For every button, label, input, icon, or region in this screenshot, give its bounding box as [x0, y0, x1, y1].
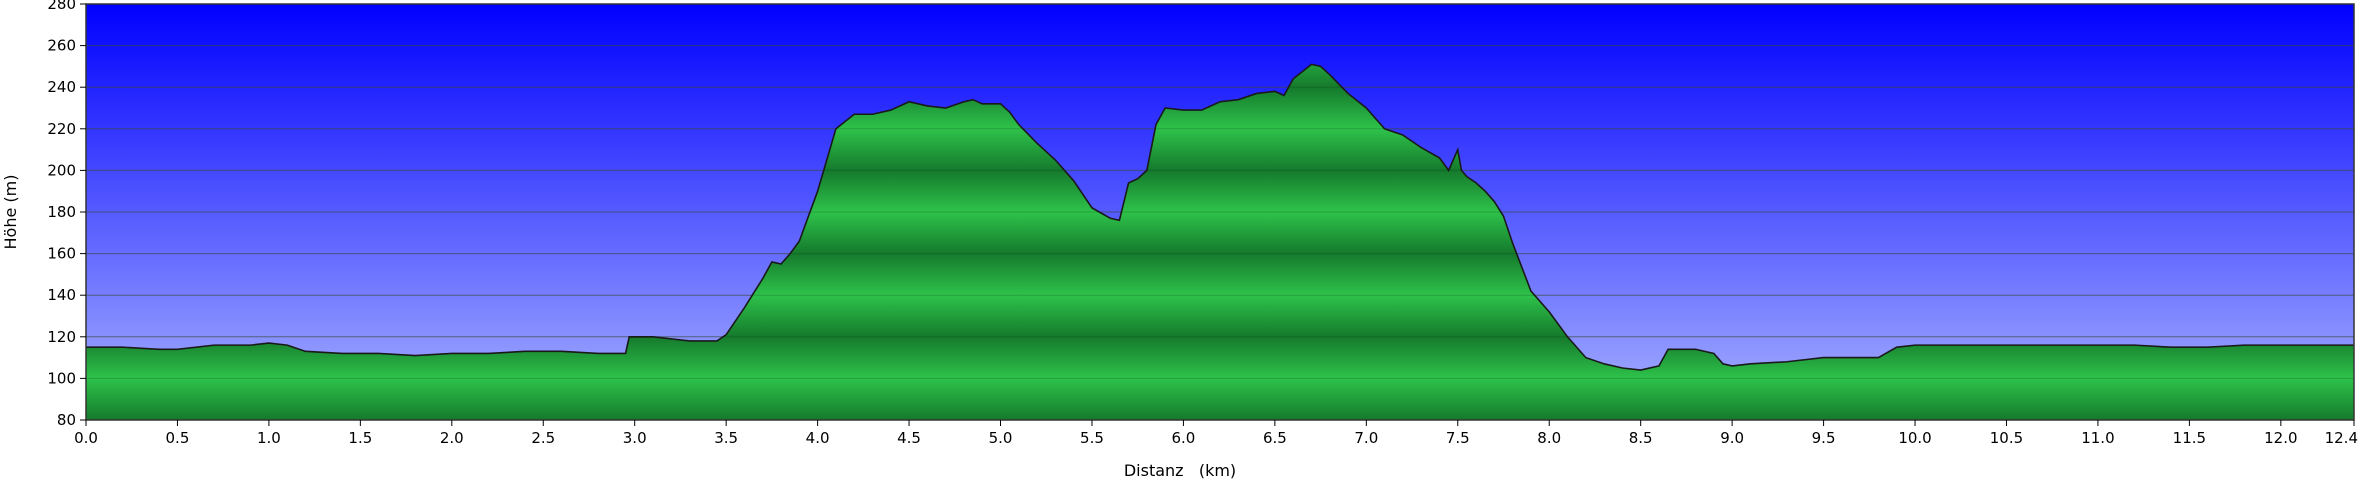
y-axis-ticks: 80 100 120 140 160 180 200 220 240 260 280	[47, 0, 86, 429]
x-tick-label-15: 7.5	[1446, 429, 1470, 447]
x-tick-label-24: 12.0	[2264, 429, 2297, 447]
x-tick-label-16: 8.0	[1537, 429, 1561, 447]
x-axis-ticks: 0.0 0.5 1.0 1.5 2.0 2.5 3.0 3.5 4.0 4.5 5.0 5.5 6.0 6…	[74, 420, 2358, 447]
x-tick-label-6: 3.0	[623, 429, 647, 447]
x-tick-label-14: 7.0	[1354, 429, 1378, 447]
y-tick-label-8: 240	[47, 78, 76, 96]
x-tick-label-8: 4.0	[806, 429, 830, 447]
y-tick-label-3: 140	[47, 286, 76, 304]
x-tick-label-19: 9.5	[1812, 429, 1836, 447]
y-axis-title: Höhe (m)	[1, 175, 20, 250]
y-tick-label-7: 220	[47, 120, 76, 138]
x-tick-label-20: 10.0	[1898, 429, 1931, 447]
x-tick-label-4: 2.0	[440, 429, 464, 447]
x-tick-label-25: 12.4	[2325, 429, 2358, 447]
x-tick-label-17: 8.5	[1629, 429, 1653, 447]
x-tick-label-13: 6.5	[1263, 429, 1287, 447]
x-tick-label-5: 2.5	[531, 429, 555, 447]
x-tick-label-3: 1.5	[348, 429, 372, 447]
y-tick-label-2: 120	[47, 328, 76, 346]
elevation-line	[86, 63, 2354, 371]
x-tick-label-21: 10.5	[1990, 429, 2023, 447]
x-tick-label-23: 11.5	[2173, 429, 2206, 447]
y-tick-label-9: 260	[47, 37, 76, 55]
x-axis-title: Distanz (km)	[1124, 461, 1236, 480]
x-tick-label-10: 5.0	[989, 429, 1013, 447]
y-tick-label-5: 180	[47, 203, 76, 221]
y-tick-label-0: 80	[57, 411, 76, 429]
x-tick-label-1: 0.5	[166, 429, 190, 447]
x-tick-label-2: 1.0	[257, 429, 281, 447]
x-tick-label-22: 11.0	[2081, 429, 2114, 447]
x-tick-label-0: 0.0	[74, 429, 98, 447]
x-tick-label-9: 4.5	[897, 429, 921, 447]
x-tick-label-12: 6.0	[1171, 429, 1195, 447]
y-tick-label-10: 280	[47, 0, 76, 13]
x-tick-label-7: 3.5	[714, 429, 738, 447]
x-tick-label-18: 9.0	[1720, 429, 1744, 447]
y-tick-label-4: 160	[47, 245, 76, 263]
elevation-area	[86, 64, 2354, 420]
x-tick-label-11: 5.5	[1080, 429, 1104, 447]
y-tick-label-1: 100	[47, 369, 76, 387]
y-tick-label-6: 200	[47, 161, 76, 179]
